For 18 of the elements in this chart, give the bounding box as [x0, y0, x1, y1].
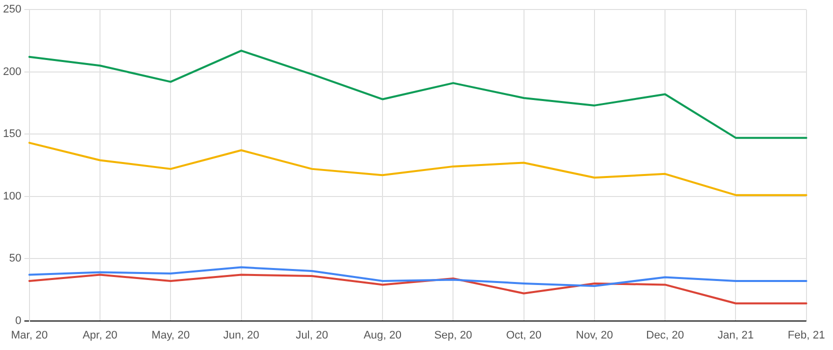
x-tick-label: Oct, 20	[506, 329, 542, 342]
x-tick-label: Jul, 20	[296, 329, 328, 342]
x-tick-label: Aug, 20	[364, 329, 402, 342]
x-tick-label: Feb, 21	[788, 329, 826, 342]
y-tick-label: 100	[2, 190, 22, 202]
x-tick-label: Nov, 20	[576, 329, 613, 342]
x-tick-label: Jun, 20	[223, 329, 260, 342]
x-tick-label: Mar, 20	[11, 329, 48, 342]
x-tick-label: Jan, 21	[718, 329, 754, 342]
y-tick-label: 50	[9, 252, 22, 265]
x-tick-label: Apr, 20	[82, 329, 118, 342]
y-tick-label: 200	[2, 66, 22, 78]
x-tick-label: Sep, 20	[434, 329, 472, 342]
y-tick-label: 250	[2, 4, 22, 16]
y-tick-label: 0	[15, 314, 22, 327]
y-tick-label: 150	[2, 128, 22, 140]
x-tick-label: Dec, 20	[646, 329, 684, 342]
x-tick-label: May, 20	[151, 329, 190, 342]
